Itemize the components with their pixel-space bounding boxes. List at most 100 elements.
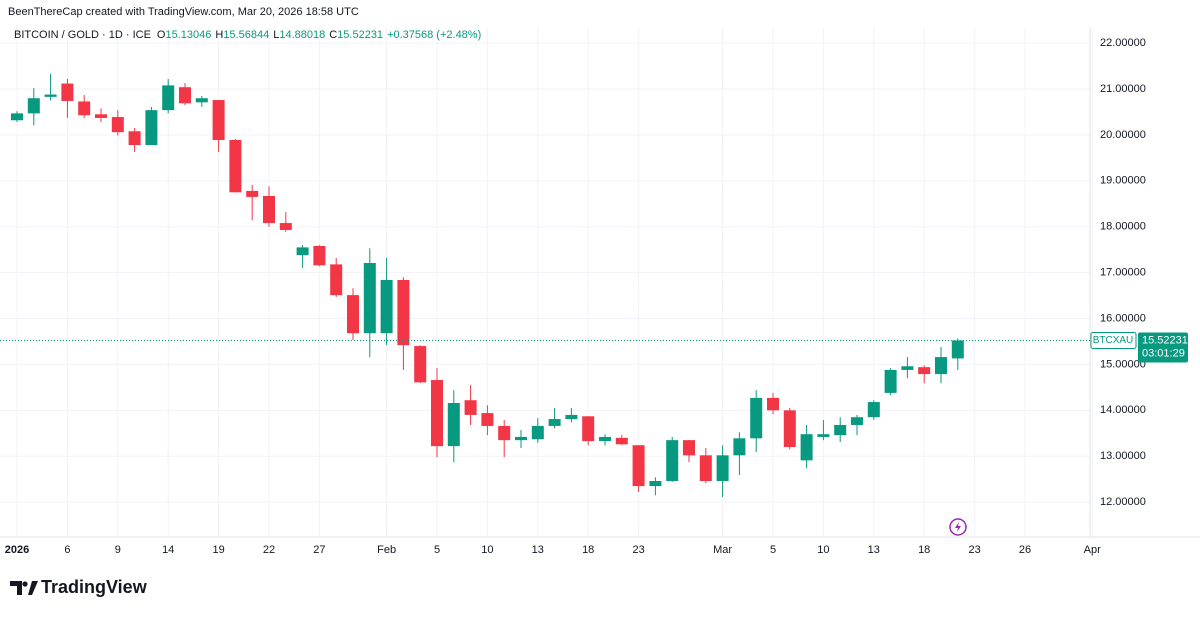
symbol-tag: BTCXAU <box>1093 335 1134 346</box>
candle-body <box>431 380 443 447</box>
candle-body <box>162 85 175 111</box>
candle-body <box>531 425 544 440</box>
legend-value: 14.88018 <box>279 29 325 41</box>
x-tick-label: 23 <box>632 544 644 556</box>
x-tick-label: 26 <box>1019 544 1031 556</box>
candle-body <box>447 402 460 447</box>
logo: TradingView <box>10 577 148 597</box>
x-tick-label: 18 <box>582 544 594 556</box>
x-tick-label: 19 <box>212 544 224 556</box>
candle-body <box>61 83 74 101</box>
candle-body <box>179 87 191 104</box>
candle-body <box>229 139 242 193</box>
candle-body <box>128 131 141 146</box>
legend-value: 15.52231 <box>337 29 383 41</box>
credit: BeenThereCap created with TradingView.co… <box>8 6 359 18</box>
event-icon <box>949 518 967 536</box>
candle-body <box>599 436 611 442</box>
candle-body <box>27 98 40 114</box>
y-tick-label: 14.00000 <box>1100 404 1146 416</box>
legend-key: L <box>273 29 279 41</box>
candle-body <box>767 397 779 411</box>
candle-body <box>380 279 393 334</box>
candle-body <box>951 340 964 359</box>
candle-body <box>397 279 410 346</box>
candle-body <box>279 223 292 230</box>
y-tick-label: 12.00000 <box>1100 496 1146 508</box>
legend-value: 15.13046 <box>165 29 211 41</box>
x-tick-label: 13 <box>532 544 544 556</box>
candle-body <box>44 94 57 97</box>
candle-body <box>901 366 914 370</box>
candle-body <box>296 247 309 256</box>
x-tick-label: 27 <box>313 544 325 556</box>
candle-body <box>481 413 494 426</box>
y-tick-label: 18.00000 <box>1100 221 1146 233</box>
candle-body <box>313 246 326 266</box>
x-tick-label: 9 <box>115 544 121 556</box>
x-tick-label: 5 <box>770 544 776 556</box>
candle-body <box>716 455 729 482</box>
candle-body <box>11 113 23 121</box>
x-tick-label: 14 <box>162 544 174 556</box>
candle-body <box>263 195 275 224</box>
legend-key: C <box>329 29 337 41</box>
candle-body <box>750 397 763 439</box>
legend-key: O <box>157 29 166 41</box>
y-tick-label: 17.00000 <box>1100 267 1146 279</box>
x-tick-label: 2026 <box>5 544 29 556</box>
candle-body <box>834 425 847 436</box>
y-tick-label: 21.00000 <box>1100 83 1146 95</box>
ohlc-legend: O 15.13046 H 15.56844 L 14.88018 C 15.52231 +0.3… <box>157 29 481 41</box>
countdown: 03:01:29 <box>1142 347 1185 359</box>
legend-key: H <box>215 29 223 41</box>
candle-body <box>783 410 796 448</box>
candle-body <box>817 434 830 437</box>
candle-body <box>330 264 343 296</box>
candle-body <box>95 114 107 118</box>
candle-body <box>918 367 931 375</box>
candle-body <box>195 98 208 103</box>
y-tick-label: 20.00000 <box>1100 129 1146 141</box>
candle-body <box>363 262 376 334</box>
candle-body <box>666 440 679 482</box>
candle-body <box>515 436 527 441</box>
candle-body <box>347 295 359 334</box>
candle-body <box>884 369 897 393</box>
x-tick-label: 13 <box>868 544 880 556</box>
candle-body <box>615 437 628 445</box>
y-tick-label: 15.00000 <box>1100 358 1146 370</box>
candle-body <box>212 100 225 140</box>
candle-body <box>246 190 259 197</box>
candle-body <box>145 110 158 146</box>
x-tick-label: 10 <box>481 544 493 556</box>
candles <box>11 73 964 498</box>
legend-value: 15.56844 <box>223 29 269 41</box>
candle-body <box>78 101 91 116</box>
candle-body <box>683 440 695 456</box>
x-tick-label: 5 <box>434 544 440 556</box>
x-tick-label: Feb <box>377 544 396 556</box>
brand: TradingView <box>41 577 148 597</box>
x-tick-label: Mar <box>713 544 732 556</box>
candle-body <box>800 434 813 461</box>
y-tick-label: 13.00000 <box>1100 450 1146 462</box>
candle-body <box>867 402 880 418</box>
candle-body <box>565 414 578 420</box>
candle-body <box>699 455 712 482</box>
x-tick-label: 23 <box>968 544 980 556</box>
candle-body <box>851 417 863 426</box>
price-tag-box <box>1138 332 1188 363</box>
candle-body <box>414 346 427 383</box>
candle-body <box>582 416 595 442</box>
x-tick-label: 18 <box>918 544 930 556</box>
y-tick-label: 16.00000 <box>1100 312 1146 324</box>
x-tick-label: 22 <box>263 544 275 556</box>
candle-body <box>935 357 947 375</box>
candle-body <box>632 445 645 487</box>
y-tick-label: 22.00000 <box>1100 37 1146 49</box>
candle-body <box>649 481 662 487</box>
chart-title: BITCOIN / GOLD · 1D · ICE <box>14 29 151 41</box>
candle-body <box>548 419 561 426</box>
